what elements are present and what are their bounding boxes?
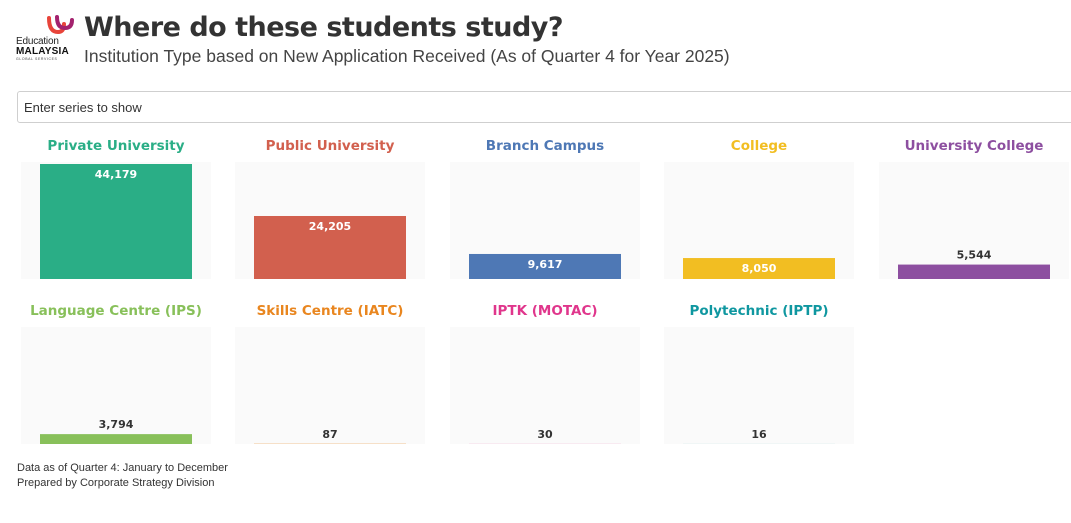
data-label: 3,794 bbox=[99, 418, 134, 431]
logo-text-malaysia: MALAYSIA bbox=[16, 46, 69, 57]
panel-plot: 3,794 bbox=[21, 327, 211, 444]
panel-title: Polytechnic (IPTP) bbox=[689, 303, 829, 319]
plot-background bbox=[879, 162, 1069, 279]
footer-prepared-by: Prepared by Corporate Strategy Division bbox=[17, 477, 215, 489]
footer-data-note: Data as of Quarter 4: January to Decembe… bbox=[17, 462, 228, 474]
plot-background bbox=[235, 327, 425, 444]
panel-title: University College bbox=[904, 138, 1044, 154]
bar-private-university[interactable] bbox=[40, 164, 192, 279]
panel-plot: 87 bbox=[235, 327, 425, 444]
data-label: 9,617 bbox=[528, 258, 563, 271]
panel-title: Private University bbox=[47, 138, 185, 154]
panel-plot: 16 bbox=[664, 327, 854, 444]
panel-title: Skills Centre (IATC) bbox=[256, 303, 404, 319]
data-label: 24,205 bbox=[309, 220, 351, 233]
panel-plot: 44,179 bbox=[21, 162, 211, 279]
data-label: 44,179 bbox=[95, 168, 137, 181]
page-subtitle: Institution Type based on New Applicatio… bbox=[84, 46, 730, 66]
series-search-input[interactable] bbox=[17, 91, 1071, 123]
panel-plot: 5,544 bbox=[879, 162, 1069, 279]
education-malaysia-logo: Education MALAYSIA GLOBAL SERVICES bbox=[16, 14, 78, 61]
bar-university-college[interactable] bbox=[898, 264, 1050, 279]
plot-background bbox=[664, 327, 854, 444]
panel-plot: 8,050 bbox=[664, 162, 854, 279]
panel-title: Language Centre (IPS) bbox=[30, 303, 202, 319]
bar-language-centre-ips[interactable] bbox=[40, 434, 192, 444]
panel-title: College bbox=[730, 138, 788, 154]
logo-text-global-services: GLOBAL SERVICES bbox=[16, 57, 58, 61]
plot-background bbox=[21, 327, 211, 444]
bar-public-university[interactable] bbox=[254, 215, 406, 279]
plot-background bbox=[450, 327, 640, 444]
data-label: 5,544 bbox=[957, 249, 992, 262]
panel-plot: 30 bbox=[450, 327, 640, 444]
data-label: 87 bbox=[322, 428, 337, 441]
logo-text-education: Education bbox=[16, 36, 59, 47]
data-label: 8,050 bbox=[742, 262, 777, 275]
panel-plot: 9,617 bbox=[450, 162, 640, 279]
panel-title: Public University bbox=[265, 138, 395, 154]
data-label: 30 bbox=[537, 428, 553, 441]
panel-title: IPTK (MOTAC) bbox=[492, 303, 598, 319]
bar-branch-campus[interactable] bbox=[469, 253, 621, 279]
panel-title: Branch Campus bbox=[485, 138, 605, 154]
panel-plot: 24,205 bbox=[235, 162, 425, 279]
bar-college[interactable] bbox=[683, 258, 835, 279]
page-title: Where do these students study? bbox=[84, 12, 564, 43]
logo-mark-icon bbox=[47, 15, 74, 35]
data-label: 16 bbox=[751, 428, 767, 441]
